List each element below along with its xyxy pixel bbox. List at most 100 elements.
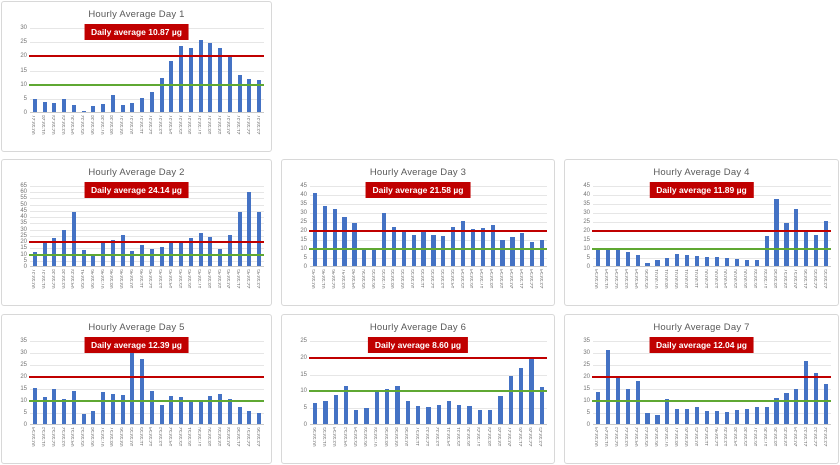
x-axis-tick-label: 17:59:54 xyxy=(480,269,486,289)
bar-slot xyxy=(752,341,762,425)
x-label-slot: 04:59:22 xyxy=(633,427,643,463)
x-axis-tick-label: 13:59:55 xyxy=(440,269,446,289)
bar-slot xyxy=(498,186,508,267)
x-label-slot: 14:59:38 xyxy=(732,427,742,463)
bar xyxy=(500,240,505,267)
bar-slot xyxy=(89,186,99,267)
gridline xyxy=(30,365,264,366)
gridline xyxy=(30,235,264,237)
gridline xyxy=(593,365,831,366)
bar xyxy=(794,389,799,425)
x-axis-tick-label: 05:59:54 xyxy=(353,427,359,447)
y-axis-tick-label: 0 xyxy=(586,264,590,270)
x-axis-tick-label: 21:59:56 xyxy=(803,269,809,289)
bar xyxy=(645,413,650,425)
y-axis-tick-label: 15 xyxy=(20,245,27,252)
y-axis-tick-label: 0 xyxy=(303,422,307,428)
bar-slot xyxy=(351,341,361,425)
x-axis-tick-label: 21:59:58 xyxy=(237,427,243,447)
x-axis-tick-label: 16:59:59 xyxy=(754,269,760,289)
x-label-slot: 14:59:52 xyxy=(167,427,177,463)
x-label-slot: 13:59:32 xyxy=(434,427,444,463)
x-label-slot: 14:59:55 xyxy=(448,269,458,305)
x-label-slot: 00:59:37 xyxy=(30,269,40,305)
x-label-slot: 16:59:37 xyxy=(752,427,762,463)
bar xyxy=(480,228,485,267)
bar-slot xyxy=(147,186,157,267)
bar-slot xyxy=(434,341,444,425)
chart-title: Hourly Average Day 2 xyxy=(88,167,185,178)
x-axis-tick-label: 06:59:59 xyxy=(364,427,370,447)
bar xyxy=(32,252,37,267)
bar-slot xyxy=(722,186,732,267)
bar-slot xyxy=(206,186,216,267)
y-axis-tick-label: 0 xyxy=(23,422,27,428)
bar-slot xyxy=(186,28,196,113)
x-label-slot: 15:59:38 xyxy=(742,427,752,463)
x-axis-tick-label: 13:59:39 xyxy=(724,427,730,447)
x-axis-tick-label: 00:59:56 xyxy=(312,427,318,447)
x-label-slot: 00:59:24 xyxy=(593,427,603,463)
bar xyxy=(814,234,819,267)
plot-area: 0 5 10 15 20 25 30 35 00:59:24 01:59:24 02:59:23 03… xyxy=(583,338,831,446)
x-axis-tick-label: 18:59:37 xyxy=(207,115,213,135)
x-axis-tick-label: 15:59:38 xyxy=(744,427,750,447)
bar-slot xyxy=(245,341,255,425)
bar xyxy=(101,391,106,425)
bar-slot xyxy=(50,28,60,113)
x-axis-tick-label: 15:59:37 xyxy=(178,115,184,135)
x-label-slot: 05:59:50 xyxy=(359,269,369,305)
bar xyxy=(354,409,359,425)
x-label-slot: 09:59:26 xyxy=(682,427,692,463)
x-label-slot: 23:59:37 xyxy=(254,115,264,151)
x-label-slot: 20:59:27 xyxy=(506,427,516,463)
bar-slot xyxy=(69,28,79,113)
gridline xyxy=(30,98,264,100)
bar xyxy=(237,212,242,267)
x-axis-tick-label: 02:59:38 xyxy=(51,269,57,289)
x-axis-tick-label: 04:59:30 xyxy=(71,115,77,135)
x-label-slot: 20:59:37 xyxy=(225,115,235,151)
x-axis-tick-label: 12:59:33 xyxy=(425,427,431,447)
bar xyxy=(32,387,37,425)
x-label-slot: 12:59:37 xyxy=(147,115,157,151)
x-axis-tick-label: 11:59:46 xyxy=(139,269,145,289)
x-label-slot: 06:59:58 xyxy=(89,427,99,463)
bar xyxy=(110,94,115,113)
x-axis-tick-label: 03:59:52 xyxy=(61,427,67,447)
x-label-slot: 18:59:29 xyxy=(485,427,495,463)
x-axis-tick-label: 02:59:53 xyxy=(51,427,57,447)
x-label-slot: 18:59:37 xyxy=(206,115,216,151)
bar xyxy=(188,402,193,425)
bar xyxy=(605,249,610,267)
bar-slot xyxy=(235,28,245,113)
x-label-slot: 00:59:45 xyxy=(310,269,320,305)
bar-slot xyxy=(438,186,448,267)
bar xyxy=(179,397,184,425)
x-label-slot: 05:59:56 xyxy=(643,269,653,305)
x-label-slot: 02:59:46 xyxy=(330,269,340,305)
x-axis-tick-label: 13:59:37 xyxy=(159,115,165,135)
bar-slot xyxy=(475,341,485,425)
bar xyxy=(595,391,601,425)
bar-slot xyxy=(732,341,742,425)
y-axis-tick-label: 25 xyxy=(20,39,27,46)
y-axis-tick-label: 45 xyxy=(300,183,307,189)
chart-title: Hourly Average Day 7 xyxy=(653,322,750,333)
y-axis-tick-label: 30 xyxy=(583,350,590,356)
x-label-slot: 14:59:31 xyxy=(444,427,454,463)
x-axis-tick-label: 17:59:36 xyxy=(764,427,770,447)
x-axis-tick-label: 13:59:53 xyxy=(159,427,165,447)
bar xyxy=(460,221,466,267)
bar xyxy=(705,411,710,425)
y-axis-tick-label: 10 xyxy=(20,398,27,404)
bar xyxy=(508,375,513,425)
x-label-slot: 20:59:34 xyxy=(791,427,801,463)
bar-slot xyxy=(341,341,351,425)
x-axis-tick-label: 16:59:37 xyxy=(754,427,760,447)
x-label-slot: 06:59:46 xyxy=(89,269,99,305)
bar xyxy=(539,387,544,425)
x-axis-tick-label: 17:59:37 xyxy=(198,115,204,135)
bar-slot xyxy=(89,341,99,425)
